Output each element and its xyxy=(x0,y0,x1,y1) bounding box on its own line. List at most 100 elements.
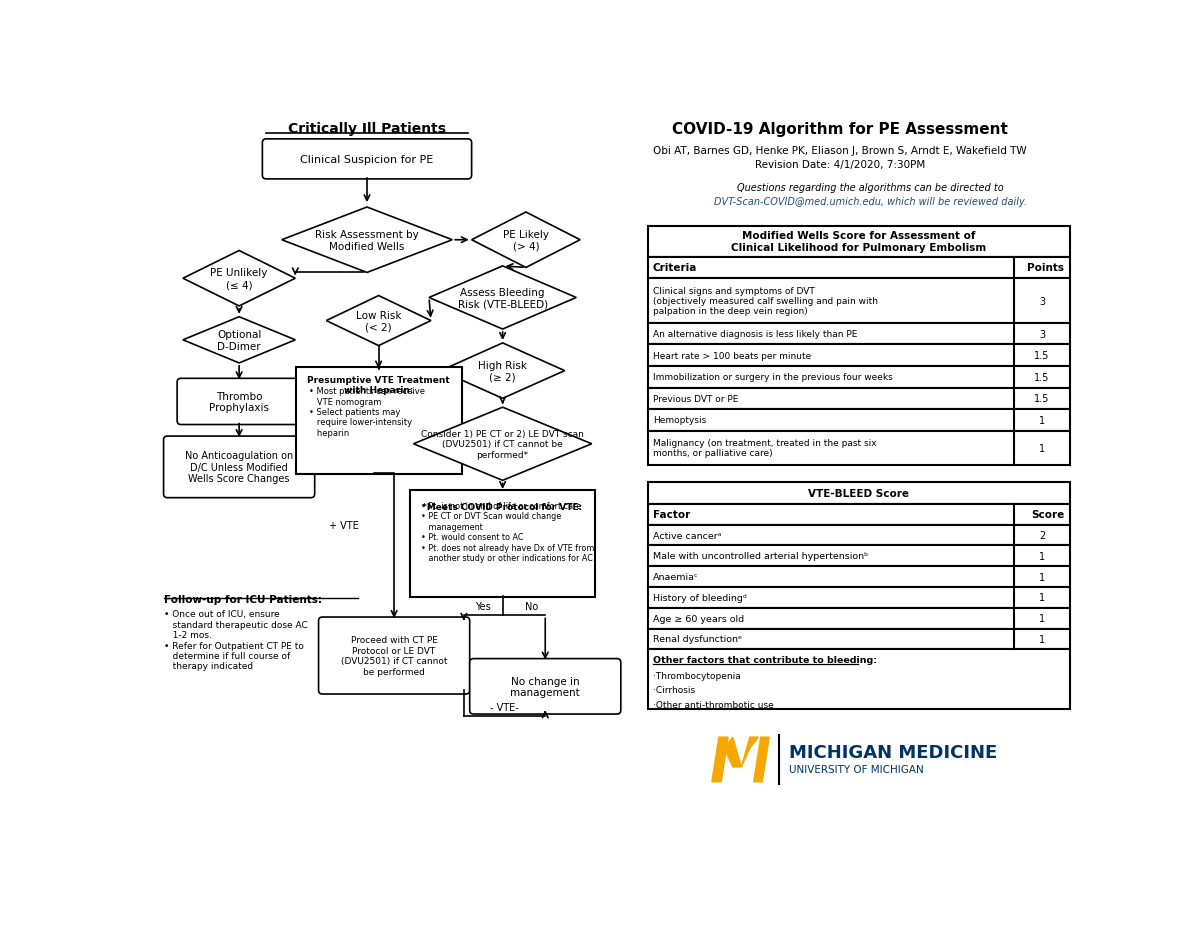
Polygon shape xyxy=(414,408,592,481)
FancyBboxPatch shape xyxy=(648,345,1070,366)
Text: 1: 1 xyxy=(1039,443,1045,453)
Polygon shape xyxy=(754,737,769,782)
Text: - VTE-: - VTE- xyxy=(490,702,518,712)
Text: Heart rate > 100 beats per minute: Heart rate > 100 beats per minute xyxy=(653,351,811,361)
Polygon shape xyxy=(182,251,295,307)
Text: History of bleedingᵈ: History of bleedingᵈ xyxy=(653,593,746,603)
FancyBboxPatch shape xyxy=(648,608,1070,629)
Text: • Most patients can receive
   VTE nomogram
• Select patients may
   require low: • Most patients can receive VTE nomogram… xyxy=(308,387,425,438)
Text: Revision Date: 4/1/2020, 7:30PM: Revision Date: 4/1/2020, 7:30PM xyxy=(755,160,925,170)
FancyBboxPatch shape xyxy=(295,368,462,475)
Text: 1: 1 xyxy=(1039,592,1045,603)
FancyBboxPatch shape xyxy=(648,226,1070,258)
FancyBboxPatch shape xyxy=(648,629,1070,650)
FancyBboxPatch shape xyxy=(648,525,1070,546)
Text: DVT-Scan-COVID@med.umich.edu, which will be reviewed daily.: DVT-Scan-COVID@med.umich.edu, which will… xyxy=(714,197,1027,207)
Text: Criteria: Criteria xyxy=(653,263,697,273)
Text: Other factors that contribute to bleeding:: Other factors that contribute to bleedin… xyxy=(653,655,877,664)
Polygon shape xyxy=(182,317,295,363)
Text: Proceed with CT PE
Protocol or LE DVT
(DVU2501) if CT cannot
be performed: Proceed with CT PE Protocol or LE DVT (D… xyxy=(341,636,448,676)
FancyBboxPatch shape xyxy=(410,490,595,598)
Text: Questions regarding the algorithms can be directed to: Questions regarding the algorithms can b… xyxy=(737,184,1004,193)
Text: ·Thrombocytopenia: ·Thrombocytopenia xyxy=(653,671,740,680)
Text: 1.5: 1.5 xyxy=(1034,394,1050,404)
Text: Hemoptysis: Hemoptysis xyxy=(653,416,707,425)
Text: 2: 2 xyxy=(1039,530,1045,540)
Polygon shape xyxy=(282,208,452,273)
Text: Consider 1) PE CT or 2) LE DVT scan
(DVU2501) if CT cannot be
performed*: Consider 1) PE CT or 2) LE DVT scan (DVU… xyxy=(421,429,584,459)
Text: Risk Assessment by
Modified Wells: Risk Assessment by Modified Wells xyxy=(316,230,419,251)
Text: Active cancerᵃ: Active cancerᵃ xyxy=(653,531,721,540)
Polygon shape xyxy=(440,344,565,399)
Text: An alternative diagnosis is less likely than PE: An alternative diagnosis is less likely … xyxy=(653,330,857,338)
Text: Presumptive VTE Treatment
with Heparin:: Presumptive VTE Treatment with Heparin: xyxy=(307,375,450,395)
Text: ·Cirrhosis: ·Cirrhosis xyxy=(653,686,695,694)
Polygon shape xyxy=(326,297,431,346)
Text: Factor: Factor xyxy=(653,510,690,520)
Text: 1: 1 xyxy=(1039,552,1045,561)
Text: Yes: Yes xyxy=(475,602,491,611)
Text: 1: 1 xyxy=(1039,415,1045,425)
Text: Points: Points xyxy=(1027,263,1064,273)
Text: 3: 3 xyxy=(1039,297,1045,306)
Text: UNIVERSITY OF MICHIGAN: UNIVERSITY OF MICHIGAN xyxy=(788,765,923,775)
Text: 1: 1 xyxy=(1039,634,1045,644)
FancyBboxPatch shape xyxy=(178,379,301,425)
Text: 1: 1 xyxy=(1039,572,1045,582)
Text: Clinical signs and symptoms of DVT
(objectively measured calf swelling and pain : Clinical signs and symptoms of DVT (obje… xyxy=(653,286,878,316)
Text: Previous DVT or PE: Previous DVT or PE xyxy=(653,394,738,403)
Text: Obi AT, Barnes GD, Henke PK, Eliason J, Brown S, Arndt E, Wakefield TW: Obi AT, Barnes GD, Henke PK, Eliason J, … xyxy=(653,146,1026,157)
FancyBboxPatch shape xyxy=(648,504,1070,525)
Text: ·Other anti-thrombotic use: ·Other anti-thrombotic use xyxy=(653,700,774,709)
Text: COVID-19 Algorithm for PE Assessment: COVID-19 Algorithm for PE Assessment xyxy=(672,121,1008,136)
FancyBboxPatch shape xyxy=(648,410,1070,431)
Polygon shape xyxy=(472,213,580,268)
Text: PE Likely
(> 4): PE Likely (> 4) xyxy=(503,230,548,251)
FancyBboxPatch shape xyxy=(648,546,1070,566)
Polygon shape xyxy=(430,267,576,330)
Text: *Meets COVID Protocol for VTE:: *Meets COVID Protocol for VTE: xyxy=(422,502,583,512)
FancyBboxPatch shape xyxy=(648,324,1070,345)
FancyBboxPatch shape xyxy=(648,366,1070,388)
FancyBboxPatch shape xyxy=(648,279,1070,324)
Text: Thrombo
Prophylaxis: Thrombo Prophylaxis xyxy=(209,391,269,413)
FancyBboxPatch shape xyxy=(318,617,469,694)
Text: VTE-BLEED Score: VTE-BLEED Score xyxy=(809,489,910,498)
Text: • Once out of ICU, ensure
   standard therapeutic dose AC
   1-2 mos.
• Refer fo: • Once out of ICU, ensure standard thera… xyxy=(164,610,307,670)
FancyBboxPatch shape xyxy=(648,588,1070,608)
Polygon shape xyxy=(742,737,758,767)
Text: Immobilization or surgery in the previous four weeks: Immobilization or surgery in the previou… xyxy=(653,373,893,382)
Polygon shape xyxy=(725,737,742,767)
FancyBboxPatch shape xyxy=(648,431,1070,465)
Text: Assess Bleeding
Risk (VTE-BLEED): Assess Bleeding Risk (VTE-BLEED) xyxy=(457,287,547,309)
FancyBboxPatch shape xyxy=(648,482,1070,504)
FancyBboxPatch shape xyxy=(469,659,620,715)
Text: High Risk
(≥ 2): High Risk (≥ 2) xyxy=(478,361,527,382)
Text: No change in
management: No change in management xyxy=(510,676,580,697)
Text: Renal dysfunctionᵉ: Renal dysfunctionᵉ xyxy=(653,635,742,643)
Polygon shape xyxy=(712,737,728,782)
Text: MICHIGAN MEDICINE: MICHIGAN MEDICINE xyxy=(788,743,997,761)
Text: Follow-up for ICU Patients:: Follow-up for ICU Patients: xyxy=(164,594,322,604)
Text: No: No xyxy=(526,602,539,611)
Text: Age ≥ 60 years old: Age ≥ 60 years old xyxy=(653,614,744,623)
FancyBboxPatch shape xyxy=(648,650,1070,710)
FancyBboxPatch shape xyxy=(648,566,1070,588)
Text: Score: Score xyxy=(1031,510,1064,520)
Text: 1.5: 1.5 xyxy=(1034,350,1050,361)
Text: Optional
D-Dimer: Optional D-Dimer xyxy=(217,330,262,351)
Text: 1.5: 1.5 xyxy=(1034,373,1050,382)
Text: 1: 1 xyxy=(1039,614,1045,624)
FancyBboxPatch shape xyxy=(648,258,1070,279)
Text: No Anticoagulation on
D/C Unless Modified
Wells Score Changes: No Anticoagulation on D/C Unless Modifie… xyxy=(185,451,293,484)
Text: 3: 3 xyxy=(1039,329,1045,339)
Text: Malignancy (on treatment, treated in the past six
months, or palliative care): Malignancy (on treatment, treated in the… xyxy=(653,438,876,458)
Text: Critically Ill Patients: Critically Ill Patients xyxy=(288,122,446,136)
Text: + VTE: + VTE xyxy=(329,520,359,530)
Text: Modified Wells Score for Assessment of
Clinical Likelihood for Pulmonary Embolis: Modified Wells Score for Assessment of C… xyxy=(731,231,986,253)
Text: Anaemiaᶜ: Anaemiaᶜ xyxy=(653,573,698,581)
FancyBboxPatch shape xyxy=(263,140,472,180)
Text: Clinical Suspicion for PE: Clinical Suspicion for PE xyxy=(300,155,433,165)
FancyBboxPatch shape xyxy=(648,388,1070,410)
Text: Male with uncontrolled arterial hypertensionᵇ: Male with uncontrolled arterial hyperten… xyxy=(653,552,868,561)
